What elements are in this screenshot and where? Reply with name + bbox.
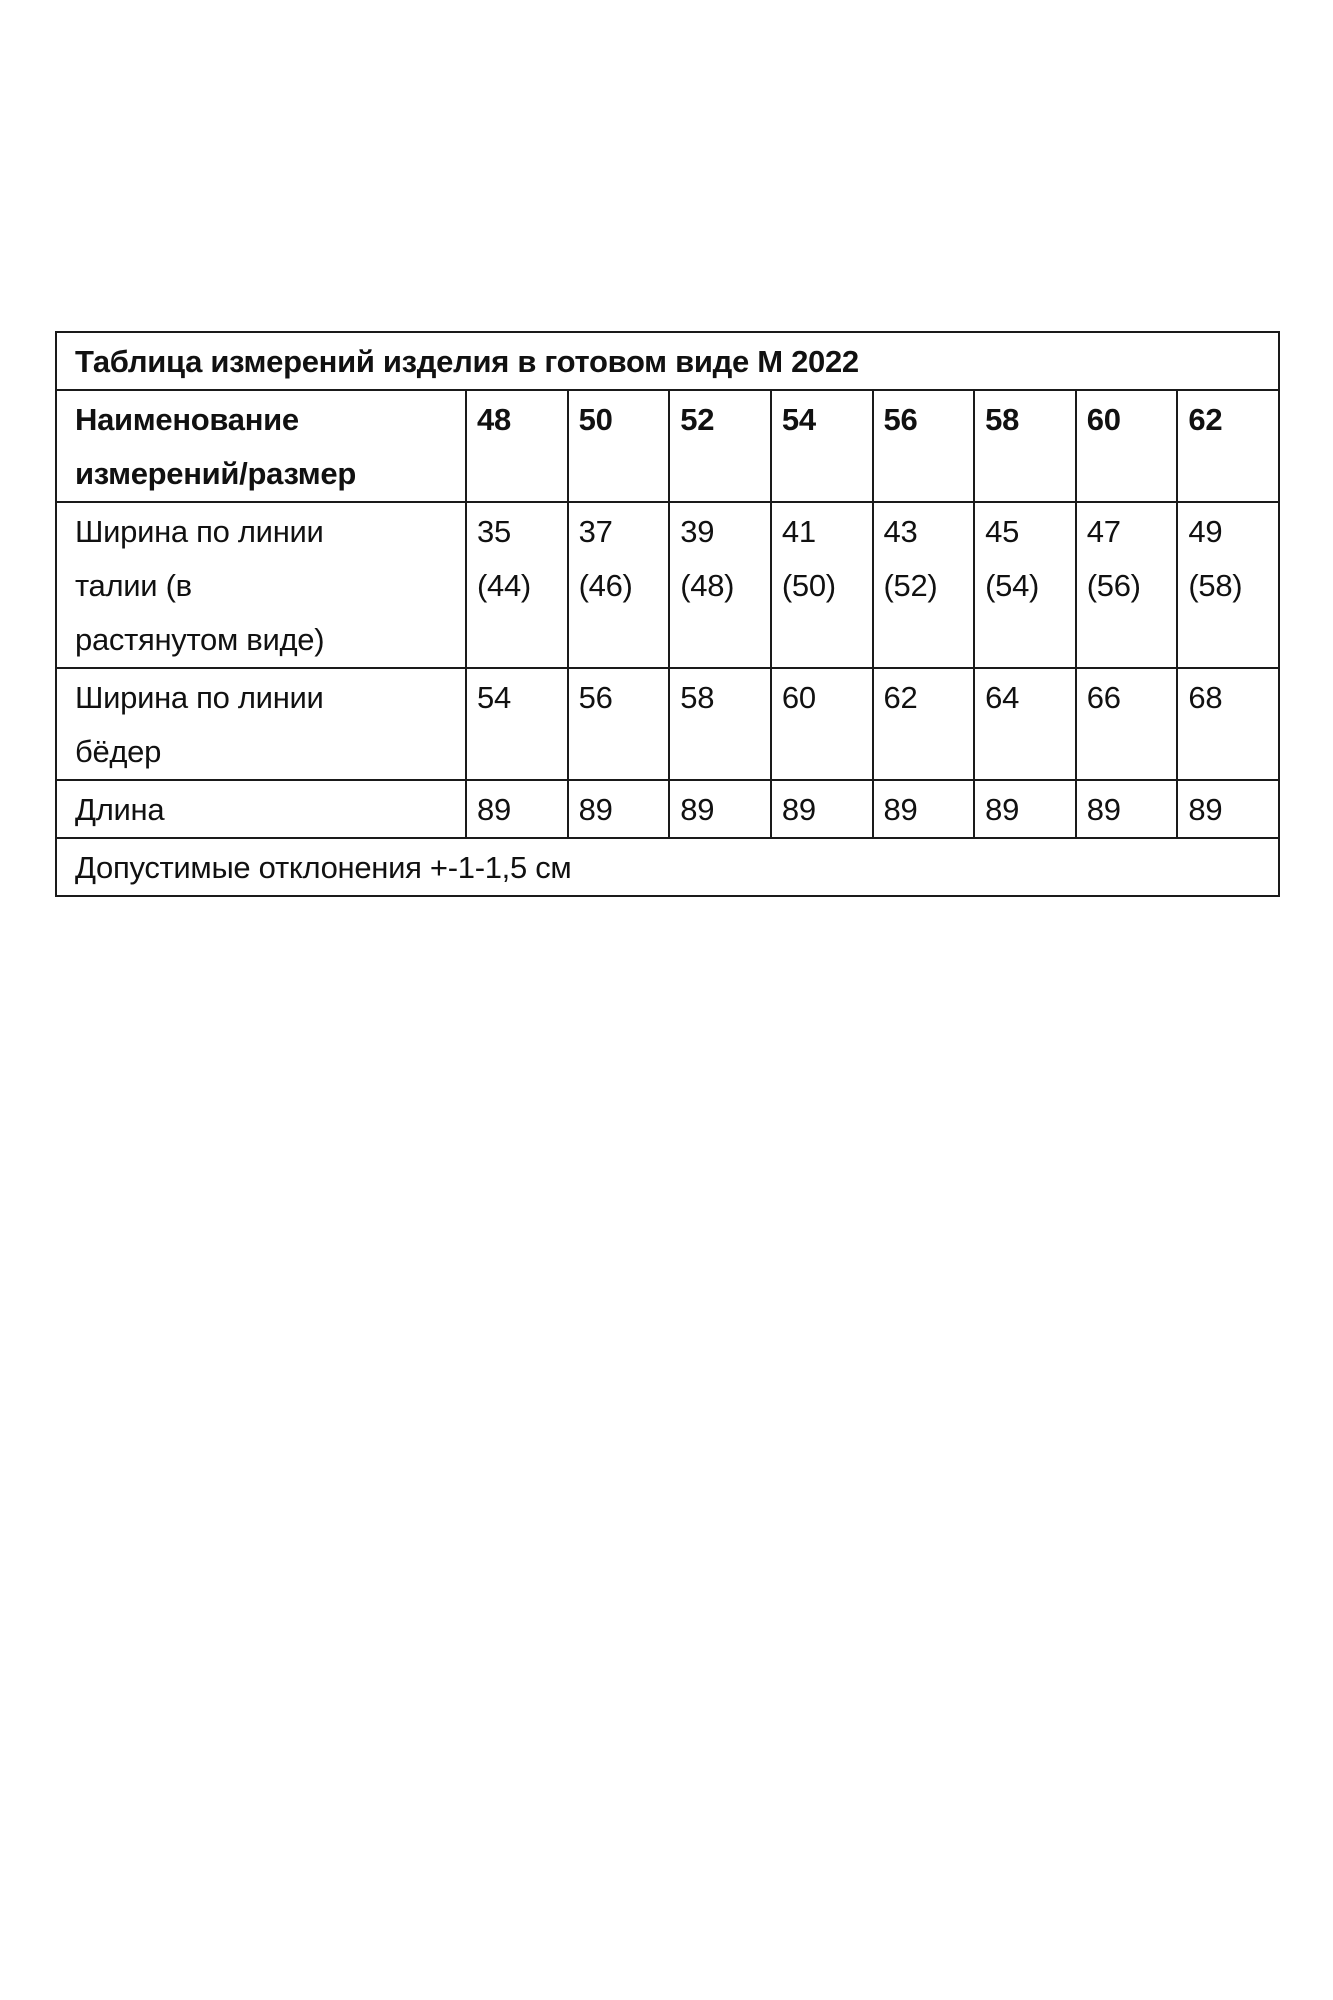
- cell: 89: [973, 779, 1077, 839]
- cell: 89: [1074, 779, 1179, 839]
- cell: 89: [871, 779, 976, 839]
- table-title: Таблица измерений изделия в готовом виде…: [55, 331, 1280, 391]
- cell: 66: [1074, 667, 1179, 781]
- cell: 62: [871, 667, 976, 781]
- cell: 89: [465, 779, 569, 839]
- table-row: Длина 89 89 89 89 89 89 89 89: [55, 779, 1280, 839]
- size-header: 48: [465, 389, 569, 503]
- size-header: 62: [1176, 389, 1280, 503]
- measurement-table: Таблица измерений изделия в готовом виде…: [55, 331, 1280, 897]
- cell: 89: [1176, 779, 1280, 839]
- cell: 47 (56): [1074, 501, 1179, 669]
- cell: 54: [465, 667, 569, 781]
- cell: 45 (54): [973, 501, 1077, 669]
- table-row: Ширина по линии бёдер 54 56 58 60 62 64 …: [55, 667, 1280, 781]
- table-row: Ширина по линии талии (в растянутом виде…: [55, 501, 1280, 669]
- cell: 39 (48): [668, 501, 772, 669]
- cell: 35 (44): [465, 501, 569, 669]
- cell: 68: [1176, 667, 1280, 781]
- tolerance-note: Допустимые отклонения +-1-1,5 см: [55, 837, 1280, 897]
- cell: 89: [668, 779, 772, 839]
- cell: 41 (50): [769, 501, 874, 669]
- size-header: 56: [871, 389, 976, 503]
- cell: 43 (52): [871, 501, 976, 669]
- size-header: 52: [668, 389, 772, 503]
- table-title-row: Таблица измерений изделия в готовом виде…: [55, 331, 1280, 391]
- cell: 37 (46): [566, 501, 671, 669]
- cell: 89: [769, 779, 874, 839]
- size-header: 54: [769, 389, 874, 503]
- table-footer-row: Допустимые отклонения +-1-1,5 см: [55, 837, 1280, 897]
- size-header: 60: [1074, 389, 1179, 503]
- row-label: Длина: [55, 779, 467, 839]
- size-header: 58: [973, 389, 1077, 503]
- cell: 56: [566, 667, 671, 781]
- size-header: 50: [566, 389, 671, 503]
- header-label: Наименование измерений/размер: [55, 389, 467, 503]
- row-label: Ширина по линии талии (в растянутом виде…: [55, 501, 467, 669]
- cell: 60: [769, 667, 874, 781]
- cell: 64: [973, 667, 1077, 781]
- cell: 58: [668, 667, 772, 781]
- row-label: Ширина по линии бёдер: [55, 667, 467, 781]
- cell: 89: [566, 779, 671, 839]
- table-header-row: Наименование измерений/размер 48 50 52 5…: [55, 389, 1280, 503]
- cell: 49 (58): [1176, 501, 1280, 669]
